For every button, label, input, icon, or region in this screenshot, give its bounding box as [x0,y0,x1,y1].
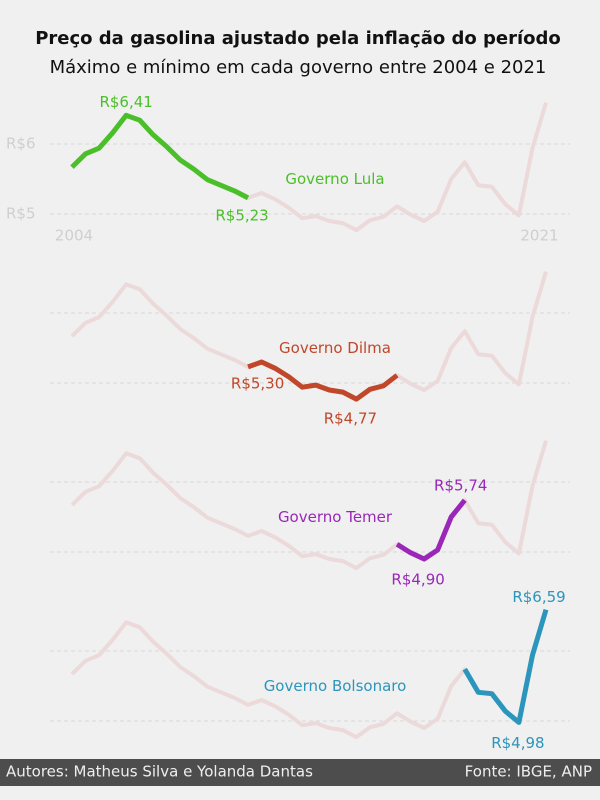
value-label: R$4,90 [391,571,444,589]
x-tick-label: 2004 [55,227,93,245]
y-tick-label: R$5 [6,205,36,223]
value-label: R$6,59 [512,588,565,606]
chart-title: Preço da gasolina ajustado pela inflação… [35,28,561,49]
footer-source: Fonte: IBGE, ANP [465,763,592,781]
reference-line [70,440,548,571]
x-tick-label: 2021 [520,227,558,245]
value-label: R$6,41 [99,93,152,111]
series-name: Governo Lula [285,170,384,188]
series-line [247,359,399,402]
value-label: R$4,77 [324,410,377,428]
footer-authors: Autores: Matheus Silva e Yolanda Dantas [6,763,313,781]
chart-subtitle: Máximo e mínimo em cada governo entre 20… [50,57,547,78]
value-label: R$5,23 [215,206,268,224]
value-label: R$5,74 [434,477,487,495]
series-line [70,112,250,201]
series-line [462,608,549,725]
y-tick-label: R$6 [6,135,36,153]
series-name: Governo Dilma [279,339,391,357]
value-label: R$4,98 [491,734,544,752]
footer-bar [0,759,600,786]
series-name: Governo Temer [278,508,393,526]
value-label: R$5,30 [231,375,284,393]
series-line [395,498,467,562]
series-name: Governo Bolsonaro [264,677,407,695]
